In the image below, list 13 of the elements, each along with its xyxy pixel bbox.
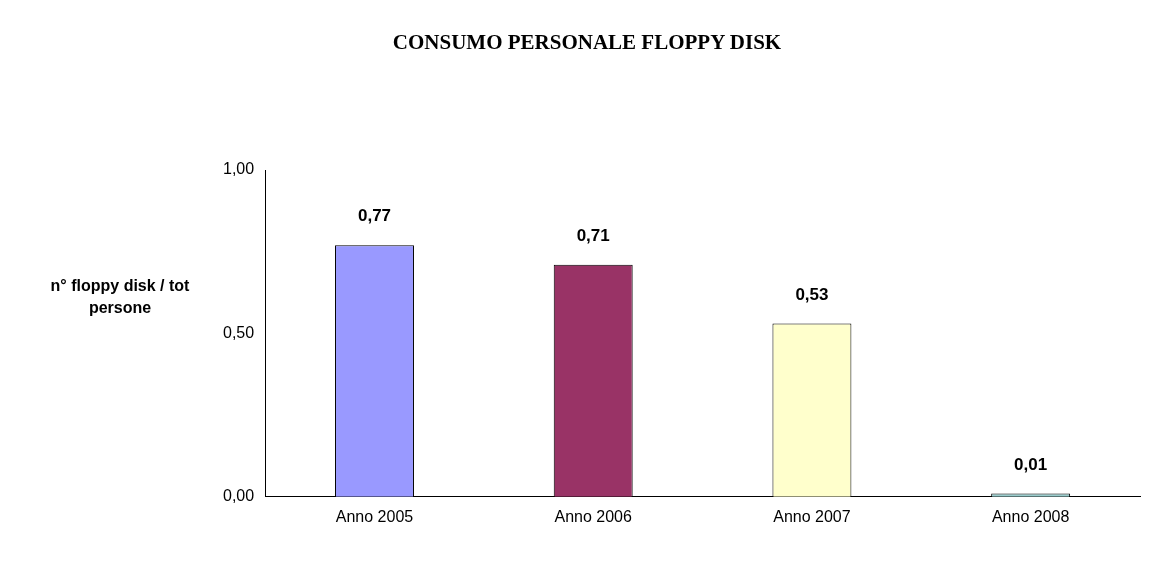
data-label: 0,71	[576, 225, 610, 245]
data-label: 0,77	[357, 206, 392, 226]
data-label: 0,53	[795, 284, 829, 304]
y-tick-label: 0,00	[223, 487, 255, 505]
y-tick-label: 1,00	[223, 160, 255, 178]
x-tick-label: Anno 2005	[335, 507, 414, 525]
x-tick-label: Anno 2008	[991, 507, 1070, 525]
chart-title: CONSUMO PERSONALE FLOPPY DISK	[391, 30, 783, 55]
x-tick-label: Anno 2007	[773, 507, 851, 525]
data-label: 0,01	[1014, 454, 1048, 474]
y-tick-label: 0,50	[223, 323, 255, 341]
x-tick-label: Anno 2006	[554, 507, 633, 525]
y-axis-title: n° floppy disk / tot persone	[49, 276, 191, 318]
